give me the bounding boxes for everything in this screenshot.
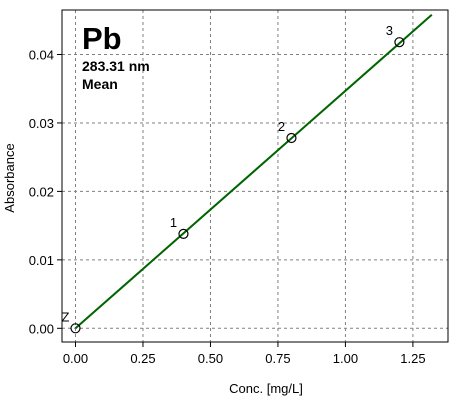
y-axis: 0.00 0.01 0.02 0.03 0.04 [29,47,62,336]
chart-title: Pb [82,21,122,56]
y-axis-title: Absorbance [2,143,17,212]
calibration-point-label: 3 [386,23,393,38]
x-tick-label: 0.25 [130,351,155,366]
x-tick-label: 1.00 [333,351,358,366]
calibration-point [178,228,189,239]
y-tick-label: 0.01 [29,253,54,268]
x-axis: 0.00 0.25 0.50 0.75 1.00 1.25 [63,342,426,366]
calibration-point-label: 2 [278,119,285,134]
y-tick-label: 0.03 [29,116,54,131]
plot-frame [61,9,449,343]
calibration-point-label: Z [62,309,70,324]
x-axis-title: Conc. [mg/L] [229,381,303,396]
grid-lines [62,10,448,342]
calibration-point [70,323,81,334]
chart-subtitle-mode: Mean [82,76,118,92]
point-labels: Z 1 2 3 [62,23,394,324]
x-tick-label: 0.00 [63,351,88,366]
series-calibration [70,14,433,334]
calibration-point [394,37,405,48]
calibration-fit-line [74,14,433,330]
calibration-point [286,132,297,144]
y-tick-label: 0.02 [29,184,54,199]
calibration-point-label: 1 [170,215,177,230]
x-tick-label: 1.25 [400,351,425,366]
y-tick-label: 0.00 [29,321,54,336]
x-tick-label: 0.75 [265,351,290,366]
chart-subtitle-wavelength: 283.31 nm [82,58,150,74]
x-tick-label: 0.50 [198,351,223,366]
y-tick-label: 0.04 [29,47,54,62]
